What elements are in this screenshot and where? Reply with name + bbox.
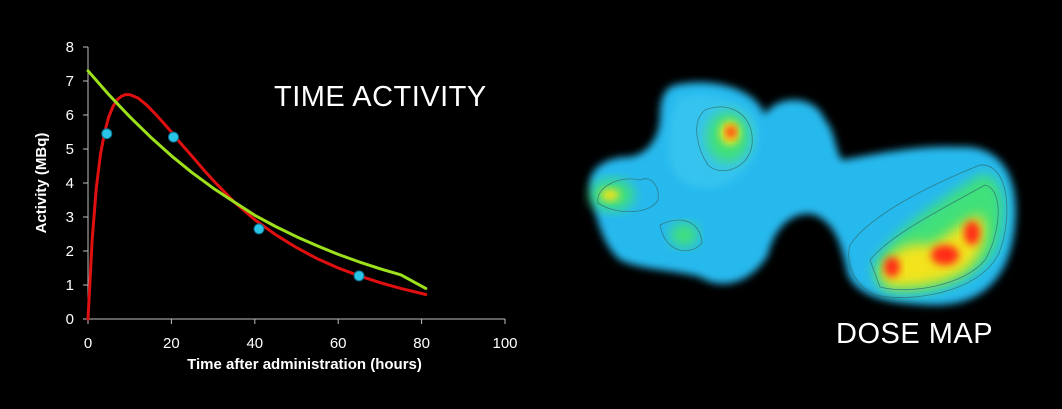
x-tick-label: 0	[84, 335, 92, 352]
x-tick-label: 100	[492, 335, 517, 352]
y-tick-label: 3	[66, 209, 74, 226]
dose-map-label: DOSE MAP	[836, 318, 994, 350]
dose-map-image	[589, 82, 1016, 306]
y-tick-label: 5	[66, 141, 74, 158]
x-axis-label: Time after administration (hours)	[187, 356, 422, 373]
y-tick-label: 1	[66, 277, 74, 294]
series-line-0	[86, 93, 428, 321]
x-tick-label: 60	[330, 335, 347, 352]
data-point	[101, 128, 113, 140]
y-tick-label: 7	[66, 73, 74, 90]
y-axis-label: Activity (MBq)	[33, 133, 50, 234]
y-tick-label: 4	[66, 175, 74, 192]
dose-map-contours	[597, 106, 1008, 298]
data-point	[167, 131, 179, 143]
data-point	[253, 223, 265, 235]
y-tick-label: 0	[66, 311, 74, 328]
y-tick-label: 2	[66, 243, 74, 260]
y-tick-label: 8	[66, 39, 74, 56]
time-activity-chart: 0 20 40 60 80 100 0 1 2 3 4 5 6 7 8 Time after adminis…	[33, 39, 518, 373]
x-tick-label: 40	[246, 335, 263, 352]
dose-map-hot-spots	[601, 121, 985, 287]
x-tick-label: 20	[163, 335, 180, 352]
y-tick-label: 6	[66, 107, 74, 124]
series-line-1	[86, 69, 428, 290]
x-tick-label: 80	[413, 335, 430, 352]
data-point	[353, 270, 365, 282]
time-activity-label: TIME ACTIVITY	[274, 81, 487, 113]
